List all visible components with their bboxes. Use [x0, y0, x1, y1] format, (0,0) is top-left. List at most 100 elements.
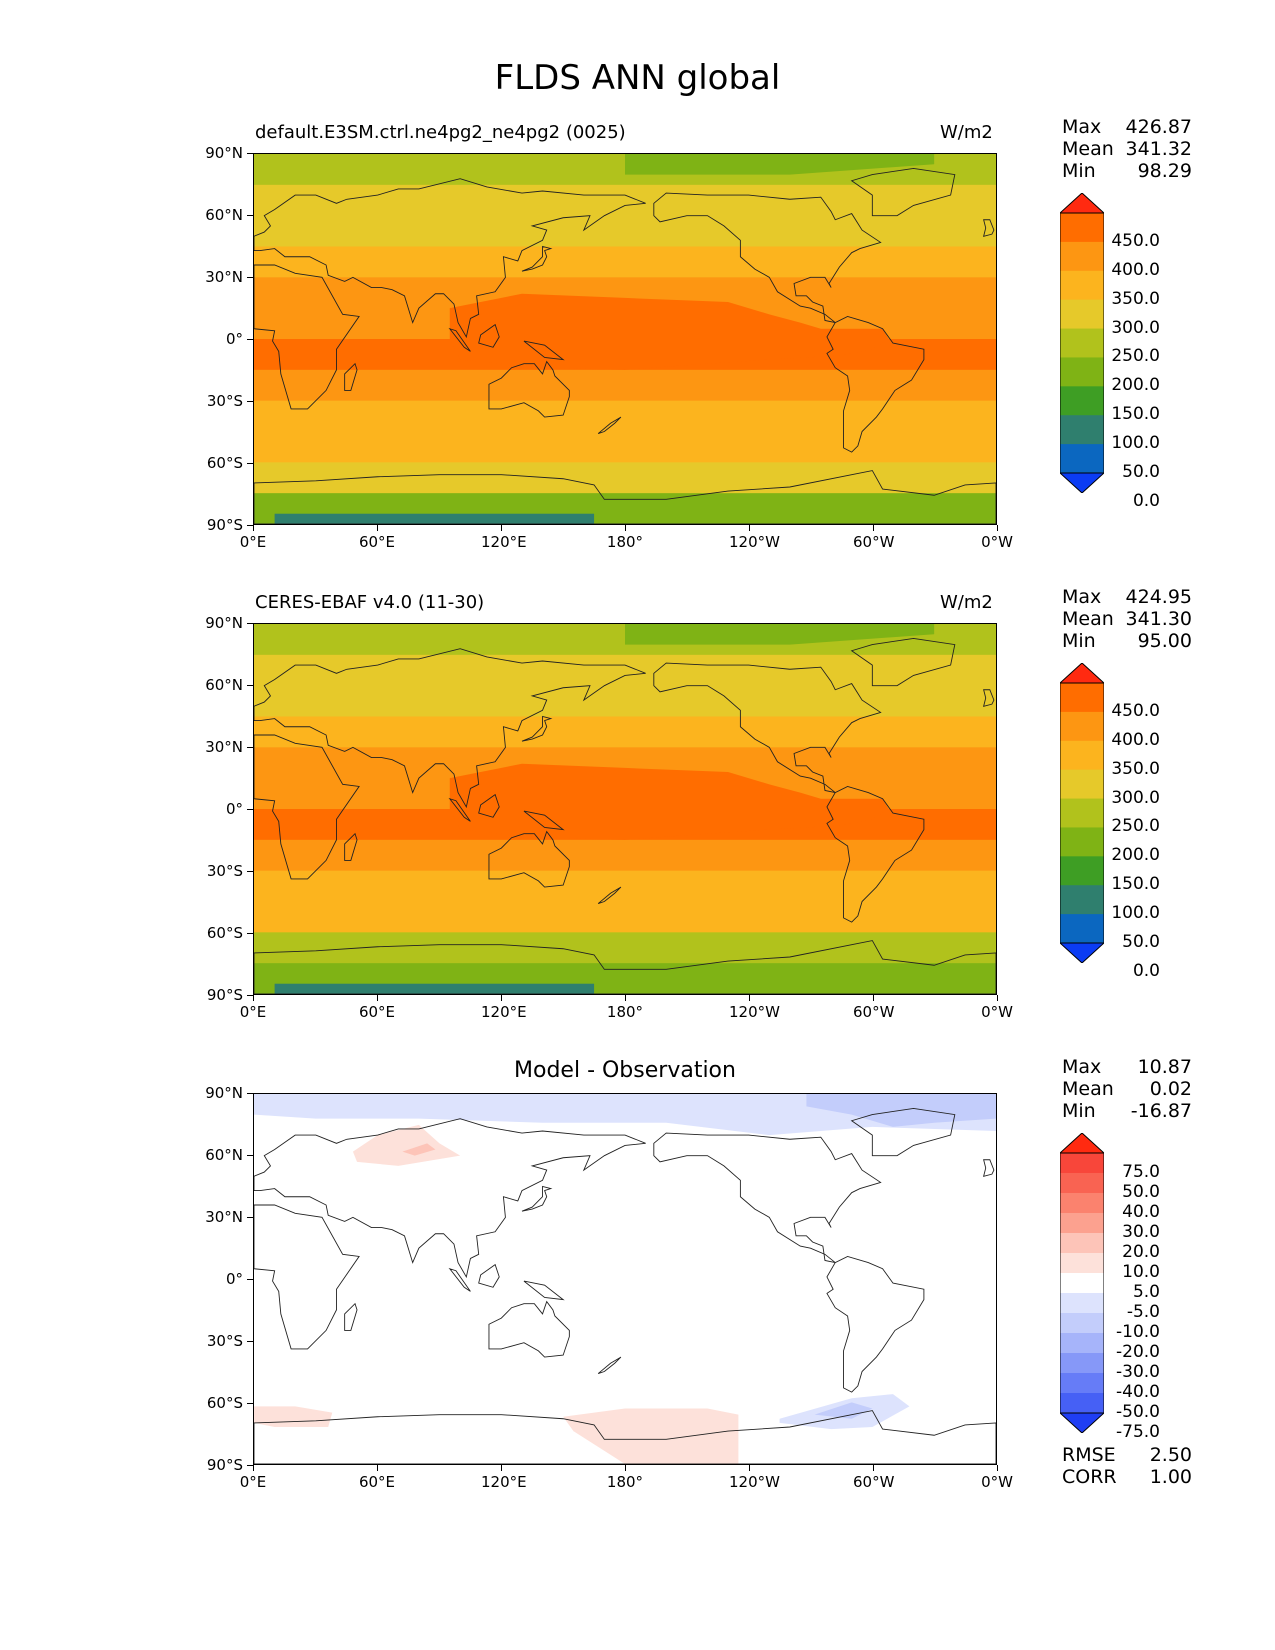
coastline — [850, 1107, 956, 1157]
stat-min-label: Min — [1062, 630, 1096, 652]
x-tick-mark — [625, 1465, 626, 1471]
coastline — [448, 797, 471, 822]
x-tick-mark — [377, 1465, 378, 1471]
x-tick-mark — [749, 1465, 750, 1471]
y-tick-mark — [247, 1465, 253, 1466]
y-tick-label: 0° — [225, 330, 243, 348]
zonal-band — [254, 431, 996, 463]
y-tick-label: 90°N — [205, 144, 243, 162]
figure-title: FLDS ANN global — [494, 58, 781, 98]
y-tick-label: 60°S — [206, 1394, 243, 1412]
colorbar-tick-label: 300.0 — [1111, 317, 1160, 338]
rmse-label: RMSE — [1062, 1444, 1116, 1466]
y-tick-label: 30°N — [205, 738, 243, 756]
y-tick-mark — [247, 747, 253, 748]
x-tick-mark — [997, 525, 998, 531]
y-tick-mark — [247, 463, 253, 464]
stat-mean-label: Mean — [1062, 138, 1114, 160]
x-tick-mark — [997, 995, 998, 1001]
coastline — [344, 832, 358, 861]
colorbar-segment — [1060, 1193, 1104, 1214]
y-tick-label: 30°S — [206, 1332, 243, 1350]
coastline — [653, 192, 882, 324]
colorbar-tick-label: 350.0 — [1111, 758, 1160, 779]
colorbar-segment — [1060, 1173, 1104, 1194]
colorbar-tick-label: 0.0 — [1132, 490, 1160, 511]
colorbar-tick-label: 400.0 — [1111, 729, 1160, 750]
panel2-title: CERES-EBAF v4.0 (11-30) — [255, 592, 485, 613]
x-tick-label: 60°E — [358, 1473, 396, 1491]
colorbar-segment — [1060, 1213, 1104, 1234]
coastline — [826, 785, 925, 923]
x-tick-mark — [501, 995, 502, 1001]
x-tick-mark — [625, 525, 626, 531]
colorbar-segment — [1060, 299, 1104, 329]
colorbar-tick-label: -40.0 — [1116, 1382, 1160, 1402]
coastline — [488, 360, 570, 418]
zonal-band — [254, 400, 996, 432]
colorbar-segment — [1060, 914, 1104, 944]
y-tick-mark — [247, 401, 253, 402]
colorbar-segment — [1060, 270, 1104, 301]
colorbar-tick-label: 250.0 — [1111, 816, 1160, 837]
zonal-band — [254, 932, 996, 964]
y-tick-mark — [247, 277, 253, 278]
coastline — [254, 178, 646, 339]
siberia-positive-core — [402, 1143, 436, 1156]
x-tick-mark — [501, 525, 502, 531]
antarctic-positive-pacific — [563, 1408, 739, 1464]
y-tick-mark — [247, 1279, 253, 1280]
x-tick-label: 120°E — [481, 1473, 527, 1491]
x-tick-mark — [377, 525, 378, 531]
x-tick-mark — [749, 525, 750, 531]
x-tick-mark — [997, 1465, 998, 1471]
colorbar-segment — [1060, 683, 1104, 713]
stat-mean: 341.30 — [1125, 608, 1192, 630]
arctic-region — [625, 154, 935, 175]
x-tick-mark — [873, 525, 874, 531]
colorbar-tick-label: 200.0 — [1111, 845, 1160, 866]
coastline — [254, 470, 996, 524]
stat-max: 424.95 — [1125, 586, 1192, 608]
coastline — [983, 1159, 995, 1177]
x-tick-mark — [625, 995, 626, 1001]
colorbar-segment — [1060, 1333, 1104, 1354]
x-tick-label: 0°W — [981, 1003, 1013, 1021]
y-tick-label: 90°S — [206, 1456, 243, 1474]
colorbar-segment — [1060, 740, 1104, 771]
x-tick-label: 60°E — [358, 533, 396, 551]
coastline — [344, 362, 358, 391]
colorbar-tick-label: 150.0 — [1111, 874, 1160, 895]
colorbar-tick-label: 300.0 — [1111, 787, 1160, 808]
colorbar-segment — [1060, 1273, 1104, 1294]
colorbar-segment — [1060, 1293, 1104, 1314]
y-tick-mark — [247, 1155, 253, 1156]
coastline — [523, 810, 565, 831]
y-tick-mark — [247, 1403, 253, 1404]
coastline — [826, 315, 925, 453]
panel1-colorbar — [1060, 193, 1104, 493]
coastline — [254, 1410, 996, 1464]
panel2-stats: Max 424.95 Mean 341.30 Min 95.00 — [1062, 586, 1192, 652]
zonal-band — [254, 716, 996, 748]
x-tick-label: 180° — [606, 533, 644, 551]
stat-min: 95.00 — [1137, 630, 1192, 652]
coastline — [523, 1280, 565, 1301]
x-tick-label: 60°W — [853, 1473, 895, 1491]
y-tick-mark — [247, 685, 253, 686]
warm-pool-region — [449, 293, 889, 370]
colorbar-extend-max — [1060, 1133, 1104, 1154]
antarctic-interior-region — [274, 983, 595, 994]
stat-mean: 341.32 — [1125, 138, 1192, 160]
y-tick-mark — [247, 995, 253, 996]
stat-max-label: Max — [1062, 1056, 1102, 1078]
colorbar-segment — [1060, 1313, 1104, 1334]
y-tick-label: 90°S — [206, 516, 243, 534]
stat-max: 10.87 — [1137, 1056, 1192, 1078]
siberia-positive-region — [352, 1124, 461, 1166]
stat-mean: 0.02 — [1149, 1078, 1192, 1100]
colorbar-segment — [1060, 357, 1104, 387]
arctic-region — [625, 624, 935, 645]
colorbar-tick-label: 50.0 — [1122, 1182, 1160, 1202]
colorbar-tick-label: 5.0 — [1132, 1282, 1160, 1302]
